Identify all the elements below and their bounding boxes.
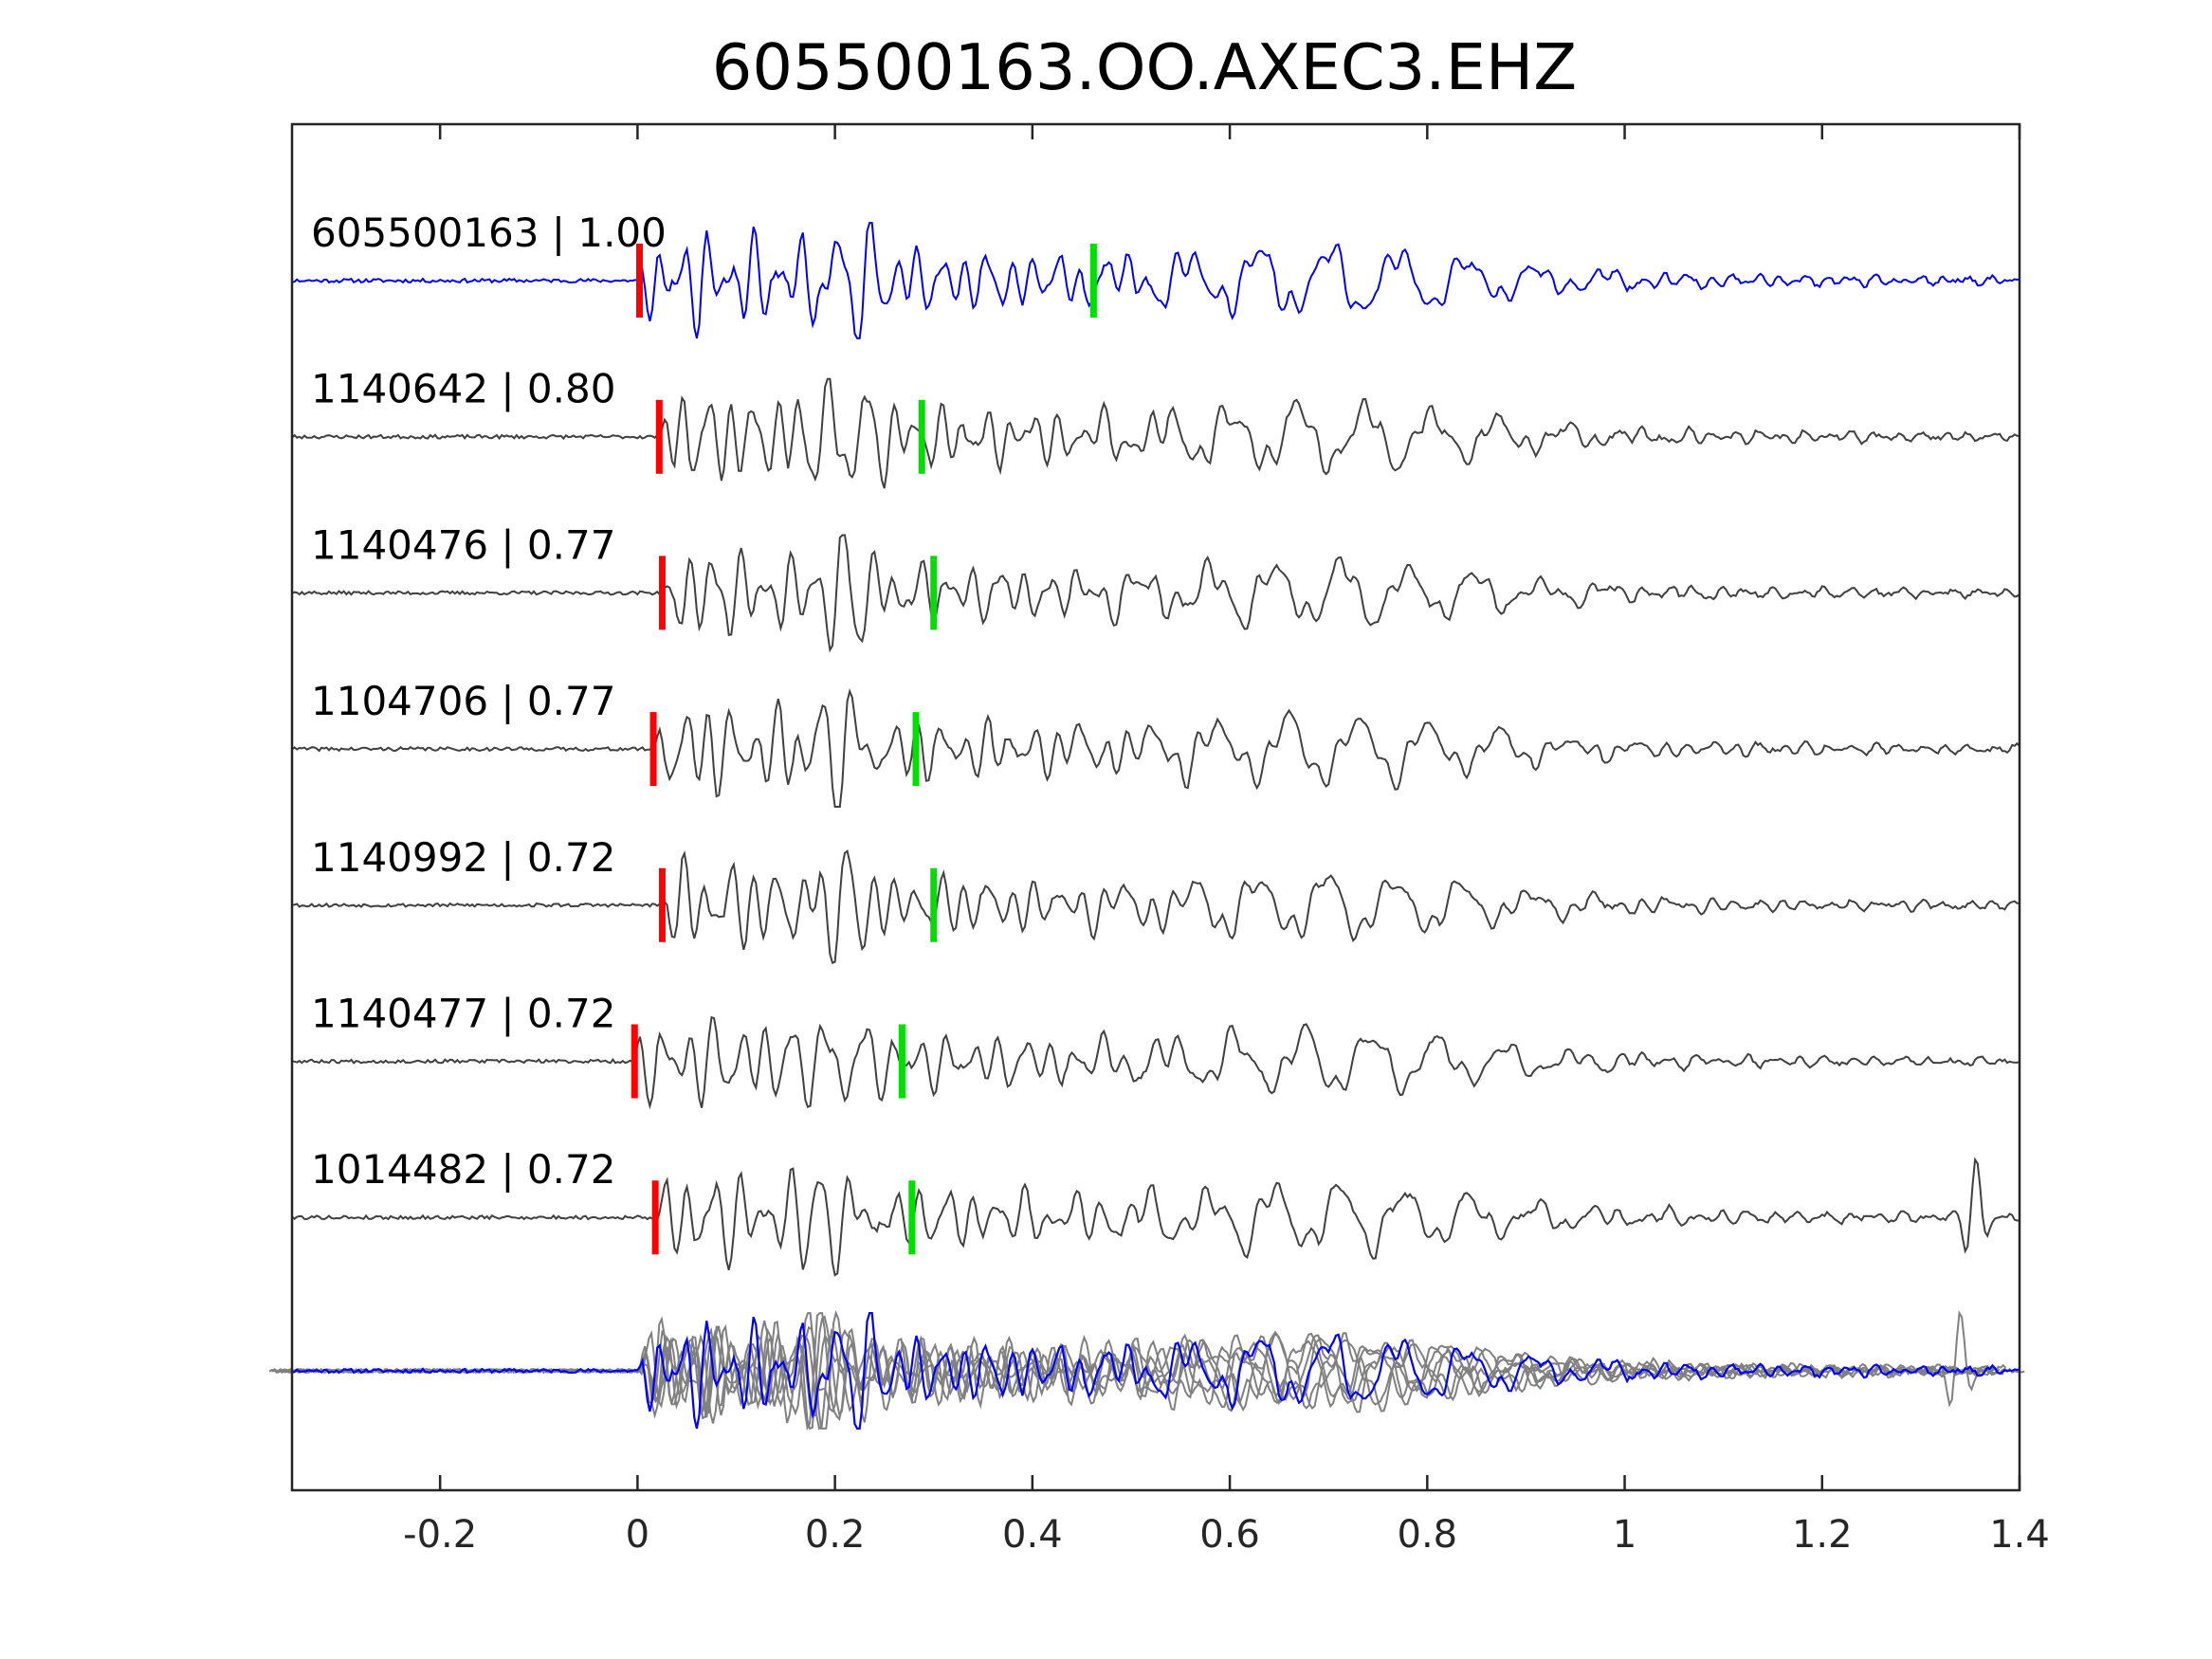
trace-waveform: [291, 1015, 2020, 1110]
trace-label: 1140477 | 0.72: [311, 991, 615, 1037]
overlay-master-trace: [291, 1312, 2020, 1430]
trace-waveform: [291, 1157, 2020, 1277]
trace-label: 1140642 | 0.80: [311, 366, 615, 412]
trace-waveform: [291, 849, 2020, 965]
x-tick-label: 0.6: [1199, 1513, 1260, 1557]
x-tick-label: 0: [626, 1513, 649, 1557]
x-tick-label: 0.4: [1002, 1513, 1063, 1557]
x-axis: -0.2 0 0.2 0.4 0.6 0.8 1 1.2 1.4: [403, 124, 2050, 1557]
x-tick-label: -0.2: [403, 1513, 477, 1557]
x-tick-label: 0.8: [1398, 1513, 1458, 1557]
picks-layer: [631, 244, 1097, 1255]
trace-waveform: [291, 687, 2020, 808]
plot-area-frame: [290, 122, 2021, 1492]
trace-labels: 605500163 | 1.00 1140642 | 0.80 1140476 | …: [311, 210, 667, 1193]
trace-label: 1140476 | 0.77: [311, 521, 615, 568]
trace-label: 1140992 | 0.72: [311, 834, 615, 881]
trace-waveform: [291, 534, 2020, 653]
trace-label: 605500163 | 1.00: [311, 210, 667, 256]
traces-layer: [291, 222, 2020, 1277]
trace-label: 1014482 | 0.72: [311, 1146, 615, 1193]
trace-waveform: [291, 377, 2020, 489]
x-tick-label: 1.2: [1792, 1513, 1853, 1557]
x-tick-label: 0.2: [805, 1513, 866, 1557]
trace-label: 1104706 | 0.77: [311, 678, 615, 724]
trace-waveform: [291, 222, 2020, 339]
x-tick-label: 1.4: [1989, 1513, 2050, 1557]
overlay-stack: [268, 1309, 2025, 1431]
x-tick-label: 1: [1613, 1513, 1636, 1557]
chart-title: 605500163.OO.AXEC3.EHZ: [712, 30, 1577, 104]
